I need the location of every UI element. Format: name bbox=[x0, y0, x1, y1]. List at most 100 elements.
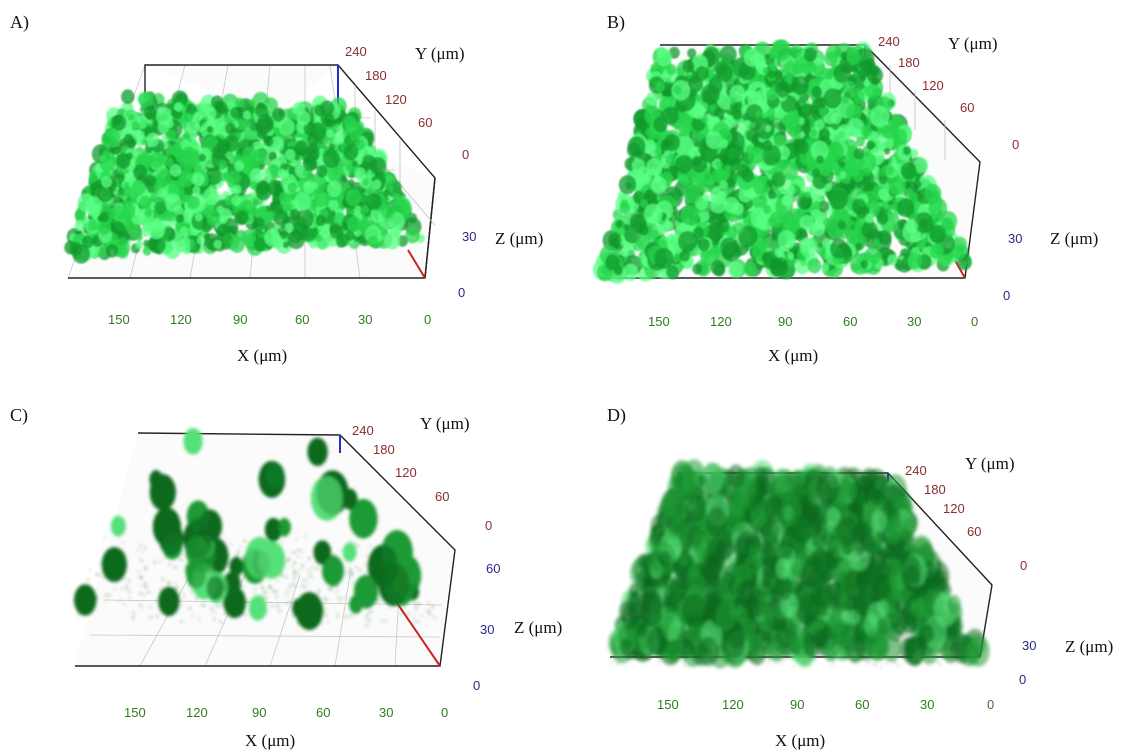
speckle-point bbox=[293, 582, 294, 584]
biofilm-cluster bbox=[851, 198, 867, 215]
z-tick-label: 30 bbox=[1008, 231, 1023, 246]
biofilm-cluster bbox=[142, 223, 150, 232]
speckle-point bbox=[220, 621, 222, 623]
biofilm-cluster bbox=[194, 164, 203, 173]
speckle-point bbox=[145, 565, 146, 567]
biofilm-cluster bbox=[680, 205, 700, 226]
speckle-point bbox=[418, 603, 420, 605]
biofilm-cluster bbox=[810, 129, 817, 137]
biofilm-cluster bbox=[655, 81, 665, 92]
biofilm-cluster bbox=[126, 137, 137, 149]
biofilm-cluster bbox=[232, 184, 242, 195]
speckle-point bbox=[305, 580, 307, 582]
biofilm-cluster bbox=[673, 85, 682, 96]
biofilm-cluster bbox=[345, 120, 364, 141]
speckle-point bbox=[325, 614, 327, 616]
biofilm-cluster bbox=[132, 129, 145, 143]
speckle-point bbox=[412, 601, 414, 603]
biofilm-cluster bbox=[183, 146, 193, 157]
speckle-point bbox=[293, 577, 295, 579]
speckle-point bbox=[121, 588, 123, 590]
biofilm-cluster bbox=[691, 104, 706, 120]
biofilm-cluster bbox=[99, 153, 116, 172]
biofilm-cluster bbox=[762, 67, 769, 75]
x-tick-label: 0 bbox=[971, 314, 979, 329]
speckle-point bbox=[323, 597, 325, 599]
panel-b-render bbox=[592, 39, 981, 284]
biofilm-cluster bbox=[694, 158, 702, 167]
biofilm-cluster bbox=[878, 229, 892, 245]
speckle-point bbox=[294, 570, 296, 572]
speckle-point bbox=[169, 564, 171, 566]
speckle-point bbox=[132, 617, 134, 619]
biofilm-cluster bbox=[175, 214, 184, 223]
y-tick-label: 0 bbox=[1012, 137, 1020, 152]
speckle-point bbox=[221, 604, 223, 606]
biofilm-cluster bbox=[608, 232, 622, 247]
biofilm-cluster bbox=[262, 168, 271, 177]
speckle-point bbox=[279, 610, 281, 612]
speckle-point bbox=[264, 591, 266, 593]
biofilm-cluster bbox=[687, 48, 697, 59]
speckle-point bbox=[388, 606, 390, 608]
speckle-point bbox=[407, 613, 409, 615]
speckle-point bbox=[230, 543, 232, 545]
speckle-point bbox=[350, 615, 352, 617]
speckle-point bbox=[336, 585, 338, 587]
biofilm-cluster bbox=[679, 250, 690, 262]
biofilm-cluster bbox=[742, 113, 749, 121]
biofilm-cluster bbox=[224, 195, 234, 206]
speckle-point bbox=[143, 594, 145, 596]
speckle-point bbox=[320, 622, 322, 624]
biofilm-cluster bbox=[839, 171, 847, 180]
biofilm-cluster bbox=[69, 242, 83, 256]
speckle-point bbox=[211, 607, 212, 609]
speckle-point bbox=[167, 582, 169, 584]
biofilm-cluster bbox=[787, 110, 795, 119]
biofilm-cluster bbox=[724, 164, 732, 173]
speckle-point bbox=[299, 568, 301, 570]
biofilm-cluster bbox=[878, 188, 889, 200]
biofilm-cluster bbox=[811, 86, 822, 98]
biofilm-cluster bbox=[919, 219, 929, 229]
biofilm-cluster bbox=[212, 144, 226, 160]
biofilm-cluster bbox=[745, 104, 763, 123]
biofilm-cluster bbox=[197, 236, 205, 245]
speckle-point bbox=[328, 587, 330, 589]
speckle-point bbox=[263, 596, 265, 598]
speckle-point bbox=[285, 576, 287, 578]
biofilm-cluster bbox=[362, 179, 369, 187]
biofilm-cluster bbox=[855, 242, 863, 250]
speckle-point bbox=[322, 605, 324, 607]
biofilm-cluster bbox=[296, 208, 314, 229]
speckle-point bbox=[211, 609, 213, 611]
biofilm-cluster bbox=[698, 238, 710, 252]
speckle-point bbox=[365, 564, 367, 566]
speckle-point bbox=[154, 561, 156, 563]
biofilm-cluster bbox=[767, 216, 777, 227]
biofilm-cluster bbox=[235, 210, 249, 225]
speckle-point bbox=[293, 572, 295, 574]
biofilm-cluster bbox=[392, 192, 399, 200]
speckle-point bbox=[241, 557, 243, 559]
speckle-point bbox=[190, 588, 192, 590]
speckle-point bbox=[124, 553, 126, 555]
biofilm-cluster bbox=[347, 216, 362, 233]
biofilm-cluster bbox=[384, 172, 396, 185]
biofilm-cluster bbox=[643, 139, 657, 154]
biofilm-cluster bbox=[872, 238, 882, 248]
speckle-point bbox=[150, 607, 152, 608]
speckle-point bbox=[217, 605, 219, 607]
speckle-point bbox=[322, 610, 324, 612]
biofilm-cluster bbox=[807, 258, 822, 274]
speckle-point bbox=[126, 585, 128, 587]
biofilm-cluster bbox=[131, 121, 140, 130]
biofilm-cluster bbox=[864, 213, 874, 224]
biofilm-cluster bbox=[640, 198, 648, 208]
biofilm-cluster bbox=[752, 176, 770, 195]
speckle-point bbox=[99, 562, 101, 564]
speckle-point bbox=[369, 545, 371, 547]
panel-a-label: A) bbox=[10, 12, 29, 32]
speckle-point bbox=[312, 567, 314, 569]
biofilm-cluster bbox=[146, 146, 153, 154]
